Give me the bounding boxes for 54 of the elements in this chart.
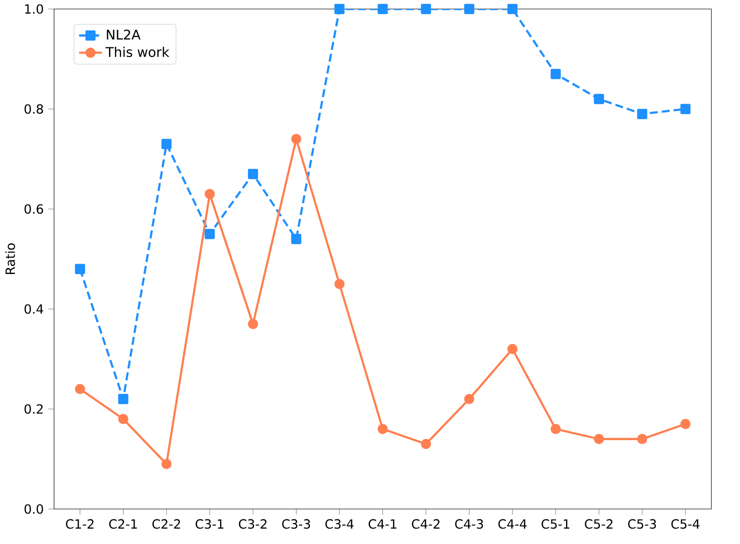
point	[334, 4, 345, 14]
x-tick-label: C3-4	[325, 519, 354, 529]
point	[637, 108, 648, 120]
y-tick-label: 0.4	[24, 304, 44, 314]
point	[594, 434, 604, 444]
y-axis-title: Ratio	[5, 243, 16, 274]
point	[378, 4, 388, 14]
x-tick-label: C3-2	[238, 519, 266, 529]
x-tick-label: C3-1	[196, 519, 224, 529]
point	[420, 4, 432, 14]
point	[550, 424, 561, 434]
point	[420, 438, 432, 450]
point	[74, 384, 86, 394]
point	[118, 414, 128, 424]
point	[550, 68, 561, 80]
point	[291, 234, 302, 244]
point	[161, 138, 172, 150]
y-tick-label: 0.2	[24, 404, 43, 414]
point	[464, 4, 474, 14]
y-tick-label: 0.6	[24, 204, 44, 214]
point	[594, 94, 604, 104]
point	[637, 434, 648, 444]
point	[248, 318, 258, 330]
x-tick-label: C2-2	[152, 519, 180, 529]
point	[334, 278, 345, 290]
x-tick-label: C4-1	[368, 519, 396, 529]
point	[74, 264, 86, 274]
legend-label: NL2A	[106, 30, 140, 40]
point	[378, 424, 388, 434]
x-tick-label: C5-3	[628, 519, 656, 529]
x-tick-label: C2-1	[109, 519, 137, 529]
point	[680, 418, 691, 430]
point	[291, 134, 302, 144]
x-tick-label: C4-3	[455, 519, 483, 529]
x-tick-label: C1-2	[66, 519, 94, 529]
point	[118, 394, 128, 404]
point	[204, 228, 215, 240]
x-tick-label: C5-1	[542, 519, 570, 529]
y-tick-label: 1.0	[25, 4, 44, 14]
point	[464, 394, 474, 404]
y-tick-label: 0.0	[24, 504, 44, 514]
point	[507, 344, 518, 354]
y-tick-label: 0.8	[24, 104, 44, 114]
x-tick-label: C3-3	[282, 519, 310, 529]
point	[161, 458, 172, 470]
point	[680, 104, 691, 114]
x-tick-label: C5-4	[671, 519, 700, 529]
point	[204, 188, 215, 200]
x-tick-label: C4-4	[498, 519, 527, 529]
x-tick-label: C4-2	[412, 519, 440, 529]
point	[507, 4, 518, 14]
legend-label: This work	[106, 46, 170, 58]
point	[248, 168, 258, 180]
x-tick-label: C5-2	[584, 519, 612, 529]
